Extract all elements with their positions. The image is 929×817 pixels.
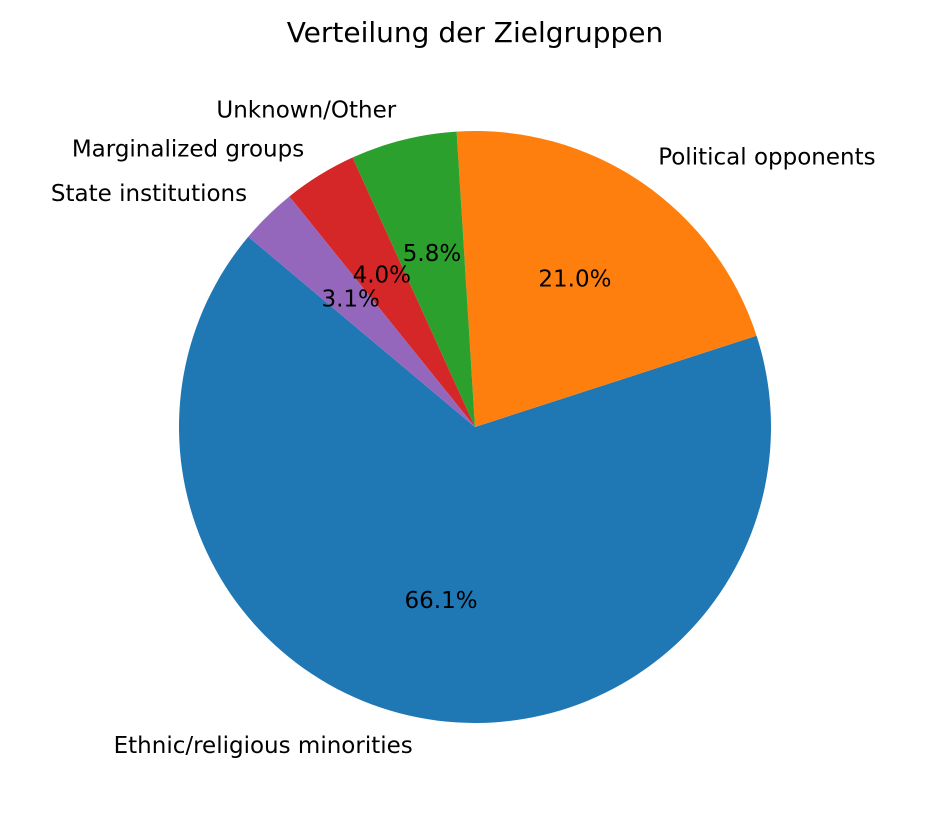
slice-label-political-opponents: Political opponents bbox=[658, 144, 875, 170]
pie-slice-political-opponents bbox=[456, 130, 757, 427]
percent-label-ethnic-religious-minorities: 66.1% bbox=[405, 588, 478, 614]
chart-title: Verteilung der Zielgruppen bbox=[287, 16, 664, 49]
pie-slice-unknown-other bbox=[352, 131, 475, 427]
percent-label-state-institutions: 3.1% bbox=[321, 287, 379, 313]
pie-slice-state-institutions bbox=[248, 196, 475, 427]
pie-slice-marginalized-groups bbox=[289, 157, 475, 427]
percent-label-political-opponents: 21.0% bbox=[538, 267, 611, 293]
slice-label-state-institutions: State institutions bbox=[51, 181, 247, 207]
percent-label-unknown-other: 5.8% bbox=[403, 241, 461, 267]
pie-slice-ethnic-religious-minorities bbox=[179, 236, 772, 723]
percent-label-marginalized-groups: 4.0% bbox=[353, 262, 411, 288]
slice-label-ethnic-religious-minorities: Ethnic/religious minorities bbox=[114, 733, 413, 759]
slice-label-unknown-other: Unknown/Other bbox=[216, 98, 396, 124]
pie-slices bbox=[179, 130, 772, 723]
slice-label-marginalized-groups: Marginalized groups bbox=[72, 136, 304, 162]
pie-labels: Ethnic/religious minorities 66.1% Politica… bbox=[51, 98, 876, 760]
